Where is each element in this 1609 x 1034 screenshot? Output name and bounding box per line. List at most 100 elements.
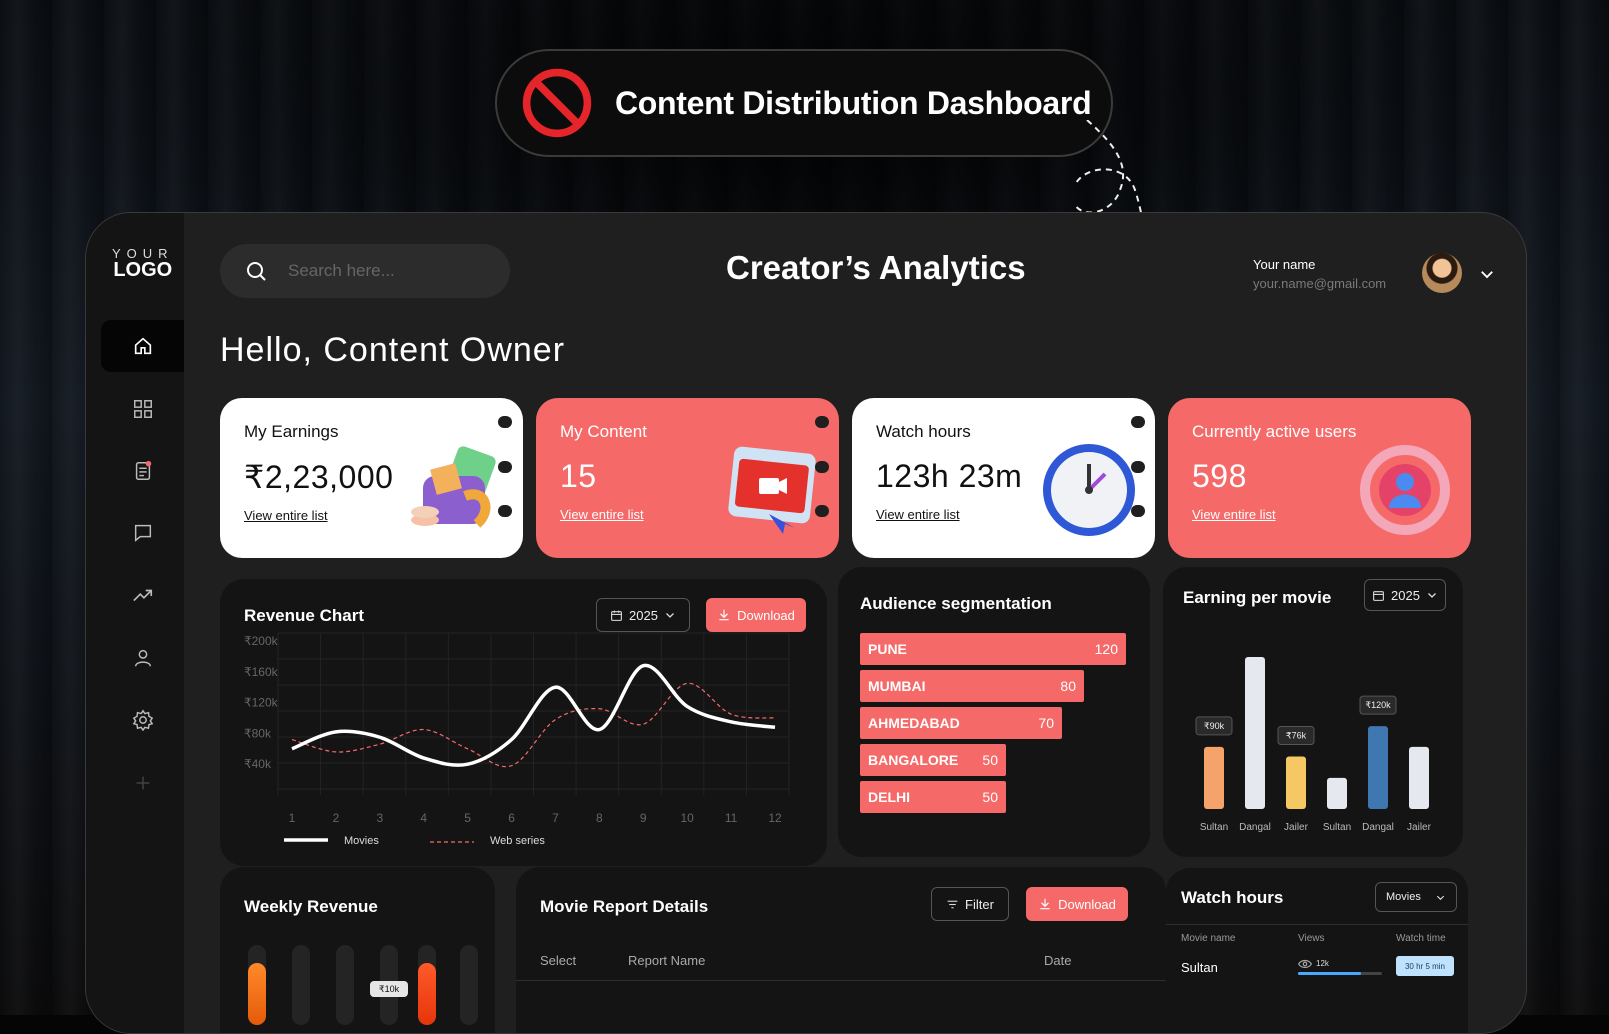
- settings-icon: [132, 709, 153, 731]
- sidebar-item-grid[interactable]: [101, 383, 184, 435]
- filter-button[interactable]: Filter: [931, 887, 1009, 921]
- stat-title: My Earnings: [244, 422, 339, 441]
- view-list-link[interactable]: View entire list: [876, 507, 960, 522]
- chevron-down-icon[interactable]: [1478, 265, 1496, 283]
- divider: [1166, 924, 1468, 925]
- year-select[interactable]: 2025: [596, 598, 690, 632]
- sidebar-item-add[interactable]: [101, 757, 184, 809]
- user-name: Your name: [1253, 257, 1316, 272]
- stat-card-earnings[interactable]: My Earnings ₹2,23,000 View entire list: [220, 398, 523, 558]
- download-button[interactable]: Download: [706, 598, 806, 632]
- watch-time-badge: 30 hr 5 min: [1396, 956, 1454, 976]
- user-icon: [134, 649, 151, 667]
- download-icon: [1040, 898, 1050, 910]
- search-icon: [247, 262, 266, 281]
- panel-title: Earning per movie: [1183, 588, 1332, 607]
- bar: [1204, 746, 1224, 809]
- sidebar-item-analytics[interactable]: [101, 570, 184, 622]
- avatar[interactable]: [1422, 253, 1462, 293]
- x-tick-label: Dangal: [1362, 822, 1394, 833]
- card-notch: [1131, 461, 1145, 473]
- y-tick-label: ₹200k: [244, 634, 279, 648]
- earning-per-movie-panel: Earning per movie 2025 Sultan ₹90k Dangal J…: [1163, 567, 1463, 857]
- weekly-bar: [336, 945, 354, 1025]
- search-input[interactable]: [286, 260, 490, 282]
- stat-title: Watch hours: [876, 422, 971, 441]
- x-tick-label: 4: [420, 811, 427, 825]
- audience-row: PUNE 120: [860, 633, 1126, 665]
- sidebar-item-profile[interactable]: [101, 632, 184, 684]
- views-progress-fill: [1298, 972, 1361, 975]
- weekly-badge: ₹10k: [370, 981, 408, 997]
- weekly-bar-fill: [248, 963, 266, 1025]
- x-tick-label: 11: [725, 811, 738, 825]
- stat-card-content[interactable]: My Content 15 View entire list: [536, 398, 839, 558]
- sidebar-item-settings[interactable]: [101, 694, 184, 746]
- view-list-link[interactable]: View entire list: [244, 508, 328, 523]
- x-tick-label: 12: [768, 811, 782, 825]
- weekly-revenue-panel: Weekly Revenue ₹10k: [220, 867, 495, 1033]
- audience-row: MUMBAI 80: [860, 670, 1084, 702]
- banner-title: Content Distribution Dashboard: [615, 84, 1092, 121]
- movie-report-panel: Movie Report Details Filter Download Sel…: [516, 867, 1166, 1033]
- column-header-watch-time: Watch time: [1396, 933, 1446, 944]
- page-title: Creator’s Analytics: [726, 249, 1026, 286]
- grid-icon: [133, 400, 152, 418]
- data-label-box: [1277, 725, 1315, 745]
- column-header-date: Date: [1044, 953, 1072, 968]
- audience-panel: Audience segmentation PUNE 120 MUMBAI 80 A…: [838, 567, 1150, 857]
- target-user-icon: [1360, 445, 1450, 535]
- column-header-report-name: Report Name: [628, 953, 706, 968]
- download-button[interactable]: Download: [1026, 887, 1128, 921]
- year-select[interactable]: 2025: [1364, 579, 1446, 611]
- weekly-bar: [292, 945, 310, 1025]
- year-value: 2025: [1391, 587, 1420, 603]
- sidebar-item-messages[interactable]: [101, 507, 184, 559]
- data-label-box: [1359, 695, 1397, 715]
- panel-title: Watch hours: [1181, 888, 1284, 907]
- year-value: 2025: [629, 607, 658, 623]
- panel-title: Revenue Chart: [244, 606, 364, 625]
- movies-select[interactable]: Movies: [1375, 882, 1457, 912]
- stat-card-watch-hours[interactable]: Watch hours 123h 23m View entire list: [852, 398, 1155, 558]
- watch-hours-panel: Watch hours Movies Movie name Views Watc…: [1166, 868, 1468, 1033]
- home-icon: [134, 337, 151, 355]
- weekly-bar-fill: [418, 963, 436, 1025]
- stat-title: Currently active users: [1192, 422, 1357, 441]
- stat-title: My Content: [560, 422, 647, 441]
- x-tick-label: Sultan: [1323, 822, 1351, 833]
- card-notch: [498, 505, 512, 517]
- y-tick-label: ₹160k: [244, 665, 279, 679]
- x-tick-label: Jailer: [1284, 822, 1309, 833]
- x-tick-label: 5: [464, 811, 471, 825]
- x-tick-label: 9: [640, 811, 647, 825]
- view-list-link[interactable]: View entire list: [560, 507, 644, 522]
- sidebar-item-home[interactable]: [101, 320, 184, 372]
- add-icon: [136, 776, 149, 790]
- y-tick-label: ₹40k: [244, 757, 272, 771]
- stat-value: ₹2,23,000: [244, 459, 394, 495]
- calendar-icon: [611, 610, 622, 621]
- movie-name: Sultan: [1181, 960, 1218, 975]
- app-window: YOUR LOGO Creator’s Analytics: [85, 212, 1527, 1034]
- legend-web-label: Web series: [490, 835, 545, 847]
- bar: [1368, 726, 1388, 809]
- card-notch: [815, 416, 829, 428]
- calendar-icon: [1373, 590, 1384, 601]
- sidebar-item-reports[interactable]: [101, 445, 184, 497]
- view-list-link[interactable]: View entire list: [1192, 507, 1276, 522]
- chat-icon: [134, 524, 151, 542]
- bar: [1409, 746, 1429, 809]
- search-bar[interactable]: [220, 244, 510, 298]
- stat-value: 15: [560, 458, 597, 494]
- stat-card-active-users[interactable]: Currently active users 598 View entire l…: [1168, 398, 1471, 558]
- stat-value: 123h 23m: [876, 458, 1023, 494]
- column-header-movie: Movie name: [1181, 933, 1236, 944]
- card-notch: [815, 505, 829, 517]
- user-info: Your name your.name@gmail.com: [1253, 257, 1386, 291]
- card-notch: [1131, 505, 1145, 517]
- chevron-down-icon: [1436, 895, 1445, 900]
- x-tick-label: 8: [596, 811, 603, 825]
- card-notch: [815, 461, 829, 473]
